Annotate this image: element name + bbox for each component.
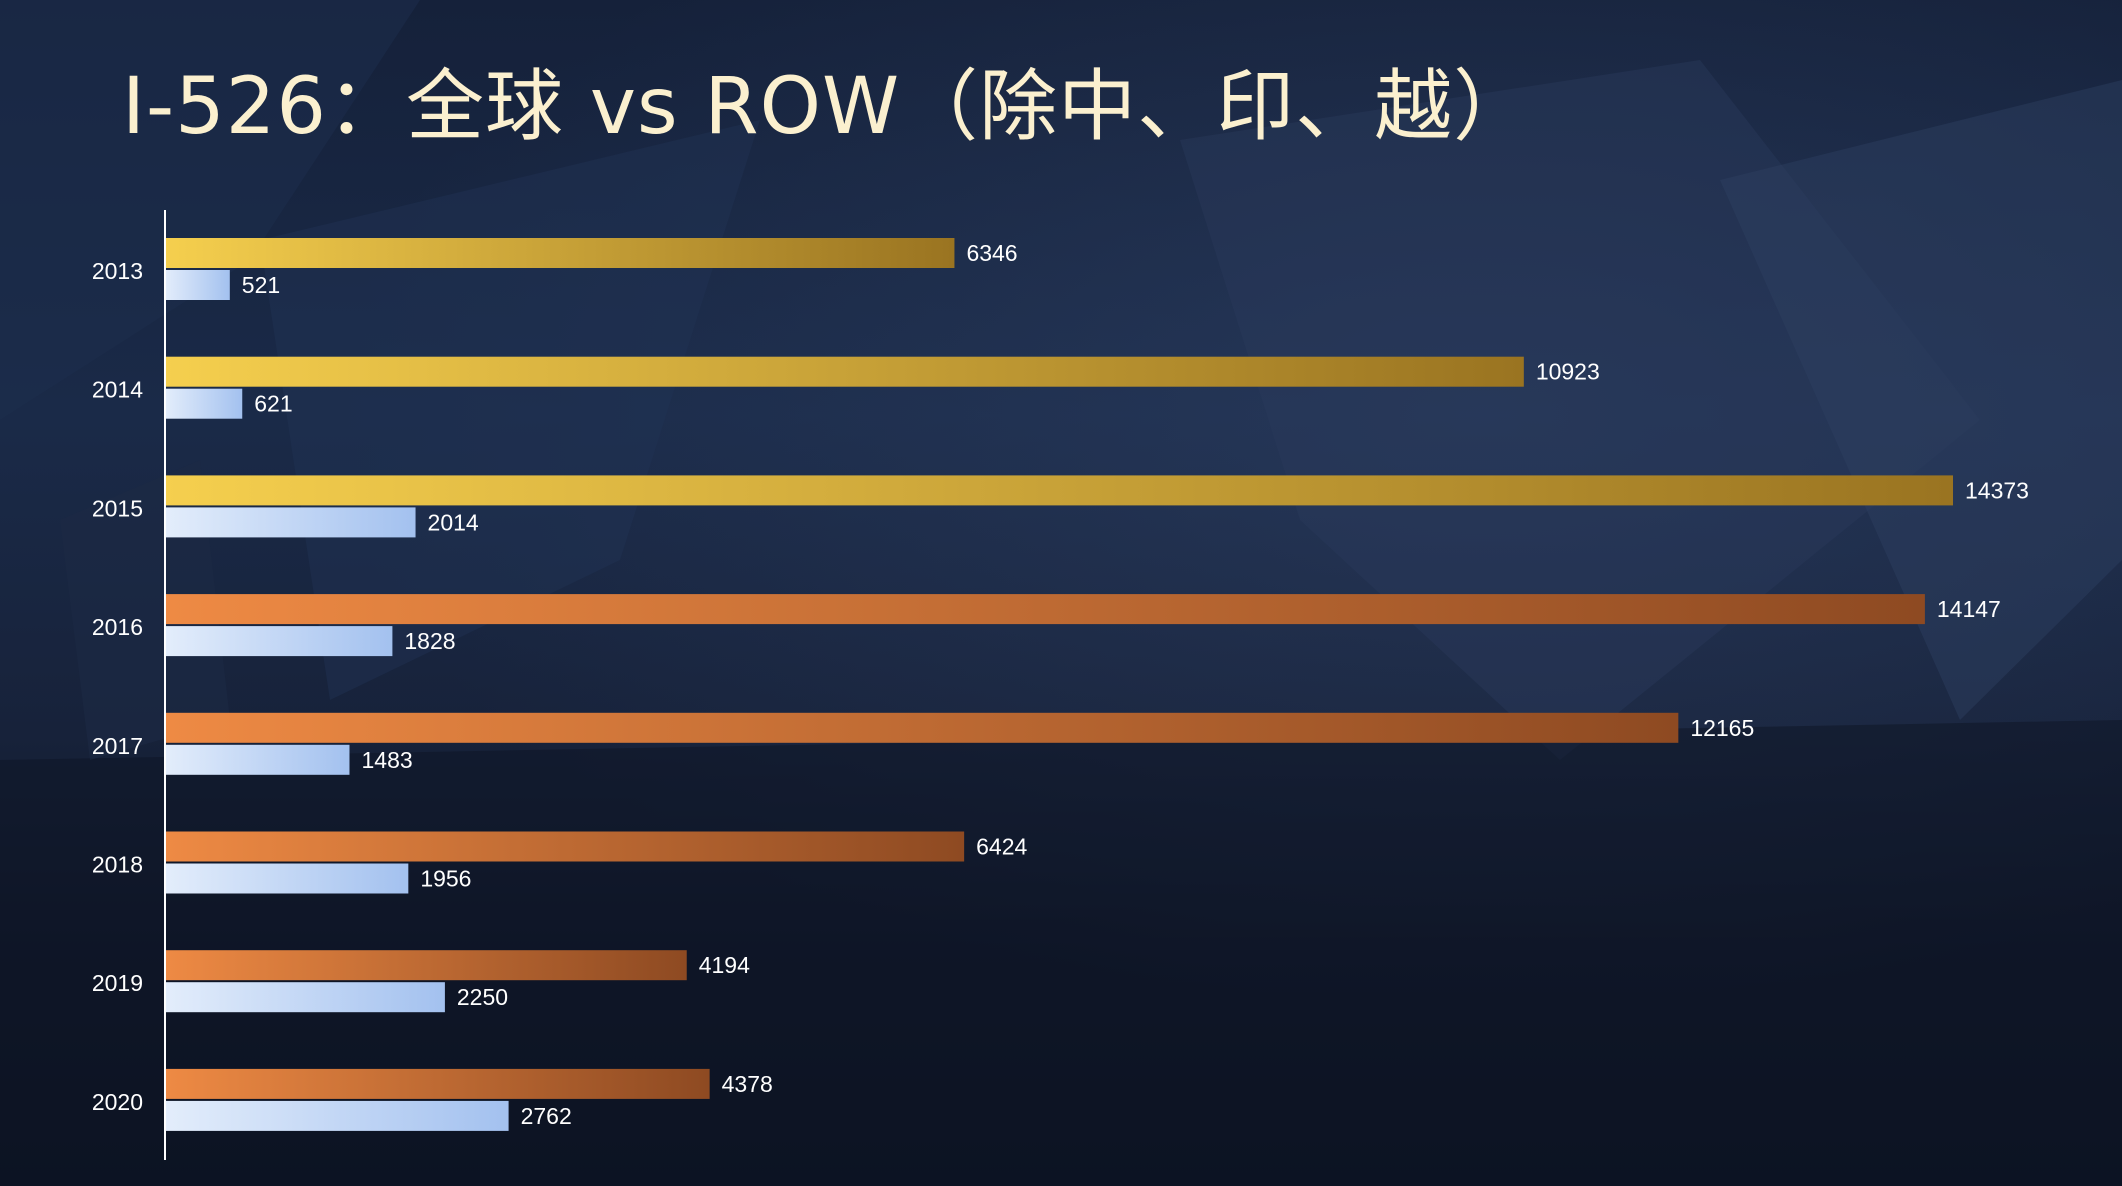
bar-row bbox=[165, 863, 409, 894]
value-label: 4194 bbox=[699, 952, 750, 978]
bar-global bbox=[165, 356, 1524, 387]
value-label: 12165 bbox=[1690, 715, 1754, 741]
bar-global bbox=[165, 712, 1679, 743]
category-label: 2020 bbox=[92, 1089, 143, 1115]
bar-row bbox=[165, 507, 416, 538]
value-label: 6346 bbox=[966, 240, 1017, 266]
value-label: 14373 bbox=[1965, 477, 2029, 503]
category-label: 2019 bbox=[92, 970, 143, 996]
value-label: 1828 bbox=[404, 628, 455, 654]
bar-row bbox=[165, 1100, 509, 1131]
chart-title: I-526：全球 vs ROW（除中、印、越） bbox=[122, 62, 1533, 152]
value-label: 2014 bbox=[428, 509, 479, 535]
bar-row bbox=[165, 626, 393, 657]
category-label: 2016 bbox=[92, 614, 143, 640]
category-label: 2014 bbox=[92, 377, 143, 403]
bar-row bbox=[165, 982, 445, 1013]
value-label: 14147 bbox=[1937, 596, 2001, 622]
category-label: 2013 bbox=[92, 258, 143, 284]
value-label: 6424 bbox=[976, 834, 1027, 860]
bar-global bbox=[165, 1068, 710, 1099]
bar-global bbox=[165, 238, 955, 268]
value-label: 521 bbox=[242, 272, 280, 298]
value-label: 4378 bbox=[722, 1071, 773, 1097]
bar-row bbox=[165, 744, 350, 775]
bar-global bbox=[165, 950, 687, 981]
category-label: 2017 bbox=[92, 733, 143, 759]
bar-global bbox=[165, 831, 965, 862]
bar-global bbox=[165, 594, 1925, 625]
bar-row bbox=[165, 388, 243, 419]
bar-row bbox=[165, 270, 230, 300]
value-label: 621 bbox=[254, 391, 292, 417]
value-label: 10923 bbox=[1536, 359, 1600, 385]
value-label: 2250 bbox=[457, 984, 508, 1010]
value-label: 1483 bbox=[361, 747, 412, 773]
bar-global bbox=[165, 475, 1953, 506]
category-label: 2015 bbox=[92, 495, 143, 521]
value-label: 1956 bbox=[420, 866, 471, 892]
category-label: 2018 bbox=[92, 852, 143, 878]
value-label: 2762 bbox=[521, 1103, 572, 1129]
